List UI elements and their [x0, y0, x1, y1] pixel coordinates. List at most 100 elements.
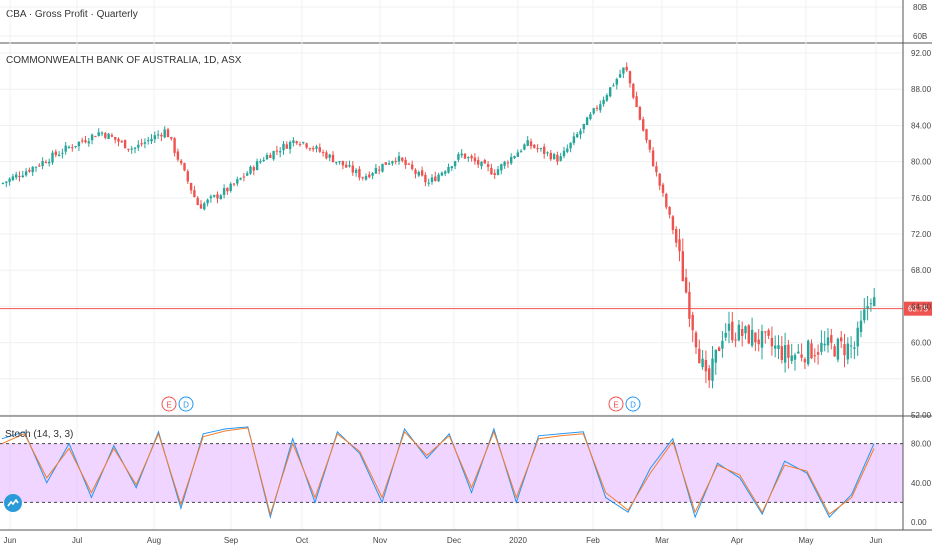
candle-body: [807, 340, 810, 365]
candle-body: [44, 161, 48, 164]
candle-body: [529, 141, 533, 147]
earnings-marker[interactable]: [161, 396, 177, 412]
dividend-marker[interactable]: [625, 396, 641, 412]
candle-body: [424, 174, 427, 183]
candle-body: [549, 152, 552, 160]
candle-body: [414, 169, 417, 174]
candle-body: [510, 156, 513, 164]
price-axis[interactable]: 92.00 88.00 84.00 80.00 76.00 72.00 68.00 64.00…: [911, 3, 932, 527]
time-tick-label: Jun: [870, 536, 883, 545]
candle-body: [107, 133, 110, 140]
candle-body: [490, 167, 493, 175]
candle-body: [467, 157, 470, 159]
candle-body: [711, 358, 714, 381]
candle-body: [437, 174, 440, 182]
candle-body: [434, 176, 437, 182]
candle-body: [480, 161, 483, 167]
candle-body: [285, 144, 288, 149]
candle-body: [246, 173, 249, 176]
candle-body: [77, 141, 81, 147]
last-price-line: 63.75: [0, 301, 932, 316]
candle-body: [849, 345, 853, 347]
candle-body: [242, 176, 246, 178]
candle-body: [305, 143, 308, 148]
candle-body: [156, 134, 160, 136]
candle-body: [585, 117, 589, 126]
candle-body: [213, 195, 216, 197]
candle-body: [582, 123, 585, 130]
time-tick-label: Aug: [147, 536, 161, 545]
earnings-marker[interactable]: [608, 396, 624, 412]
candle-body: [460, 153, 463, 156]
candle-body: [315, 146, 318, 149]
time-tick-label: Jul: [72, 536, 82, 545]
candle-body: [816, 352, 820, 355]
chart-grid: [0, 0, 903, 530]
candle-body: [721, 340, 724, 349]
candle-body: [384, 162, 387, 165]
candle-body: [259, 161, 262, 163]
stoch-title: Stoch (14, 3, 3): [5, 429, 73, 440]
dividend-marker[interactable]: [178, 396, 194, 412]
candle-body: [754, 332, 757, 343]
candle-body: [622, 67, 625, 74]
candle-body: [28, 169, 31, 172]
price-tick-label: 92.00: [911, 49, 932, 58]
earnings-marker-label: E: [166, 401, 171, 410]
price-tick-label: 84.00: [911, 121, 932, 130]
candle-body: [335, 161, 338, 163]
candle-body: [552, 154, 556, 160]
candle-body: [34, 166, 38, 168]
candle-body: [100, 132, 104, 134]
price-tick-label: 72.00: [911, 230, 932, 239]
candle-body: [255, 161, 259, 171]
candle-body: [714, 349, 717, 363]
candle-body: [793, 354, 797, 360]
candle-body: [180, 160, 183, 164]
candle-body: [216, 194, 219, 199]
candle-body: [203, 203, 206, 210]
candle-body: [110, 135, 114, 137]
time-tick-label: Oct: [296, 536, 309, 545]
candle-body: [407, 163, 411, 165]
candle-body: [130, 148, 133, 150]
candle-body: [321, 151, 325, 153]
candle-body: [628, 71, 632, 84]
candle-body: [292, 140, 295, 144]
candle-body: [361, 177, 364, 179]
candle-body: [18, 175, 21, 177]
candle-body: [173, 138, 176, 153]
candle-body: [67, 146, 71, 148]
candle-body: [678, 239, 681, 252]
time-axis[interactable]: Jun Jul Aug Sep Oct Nov Dec 2020 Feb Mar Apr May Jun: [4, 536, 883, 545]
candle-body: [444, 171, 447, 174]
candle-body: [797, 351, 800, 354]
candle-body: [348, 165, 351, 167]
candle-body: [506, 162, 510, 164]
tradingview-logo-icon[interactable]: [4, 494, 22, 512]
candle-body: [642, 119, 645, 131]
candle-body: [671, 216, 675, 231]
candle-body: [800, 354, 803, 358]
candle-body: [734, 339, 737, 341]
candle-body: [378, 169, 381, 171]
time-tick-label: Sep: [224, 536, 239, 545]
candle-body: [658, 173, 661, 186]
candle-body: [750, 329, 754, 346]
candle-body: [470, 155, 473, 159]
candle-body: [810, 343, 813, 359]
candle-body: [840, 337, 843, 342]
candle-body: [701, 358, 704, 368]
candle-body: [64, 145, 67, 152]
candle-body: [401, 157, 404, 161]
candle-body: [229, 183, 232, 192]
candle-body: [592, 108, 595, 114]
fundamentals-pane: CBA · Gross Profit · Quarterly: [0, 9, 932, 44]
candle-body: [691, 314, 694, 331]
candle-body: [391, 161, 394, 164]
candle-body: [265, 154, 269, 160]
candle-body: [605, 95, 609, 101]
candle-body: [661, 184, 665, 193]
candle-body: [196, 197, 199, 206]
